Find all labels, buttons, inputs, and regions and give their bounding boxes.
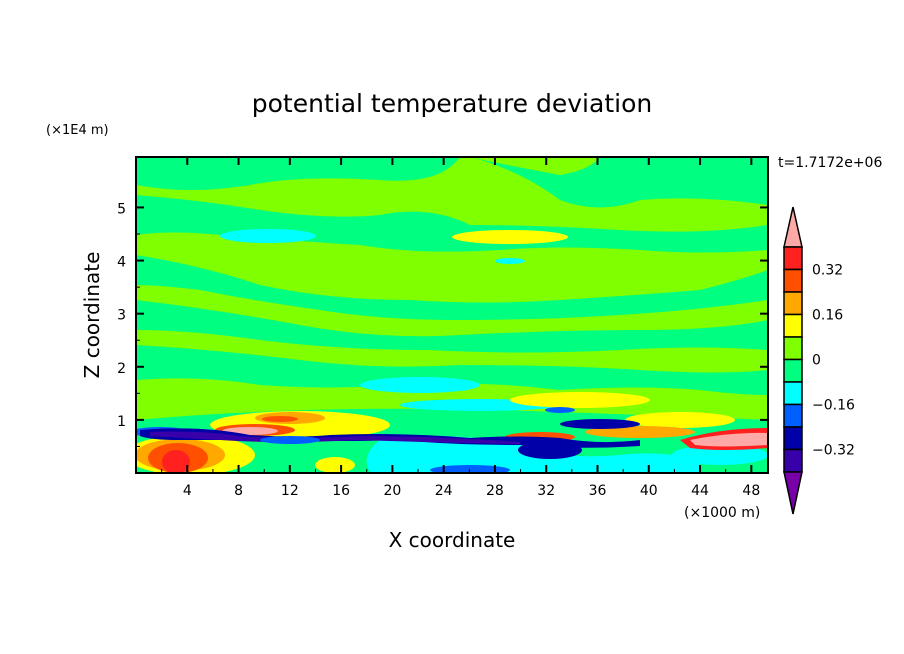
colorbar-over-triangle <box>783 206 803 248</box>
colorbar-box <box>783 426 803 451</box>
colorbar-box <box>783 381 803 406</box>
y-tick-label: 5 <box>117 201 126 217</box>
x-tick-label: 16 <box>332 483 350 499</box>
x-tick-label: 28 <box>486 483 504 499</box>
x-tick-label: 44 <box>691 483 709 499</box>
y-axis-label: Z coordinate <box>80 252 104 379</box>
x-axis-label: X coordinate <box>389 528 516 552</box>
x-tick-label: 12 <box>281 483 299 499</box>
x-tick-label: 24 <box>435 483 453 499</box>
colorbar-label: 0.32 <box>812 263 843 279</box>
contour-field <box>136 157 768 473</box>
colorbar-box <box>783 403 803 428</box>
chart-title: potential temperature deviation <box>252 89 652 118</box>
time-label: t=1.7172e+06 <box>778 155 882 171</box>
x-tick-label: 4 <box>183 483 192 499</box>
x-tick-label: 20 <box>383 483 401 499</box>
colorbar-box <box>783 448 803 473</box>
x-unit-label: (×1000 m) <box>684 505 760 521</box>
y-tick-label: 4 <box>117 255 126 271</box>
colorbar-box <box>783 336 803 361</box>
x-tick-label: 48 <box>742 483 760 499</box>
colorbar-box <box>783 358 803 383</box>
y-tick-label: 3 <box>117 308 126 324</box>
x-tick-label: 8 <box>234 483 243 499</box>
y-axis-ticks: 1 2 3 4 5 <box>117 201 768 447</box>
colorbar-label: −0.32 <box>812 443 855 459</box>
colorbar-box <box>783 291 803 316</box>
y-tick-label: 1 <box>117 414 126 430</box>
colorbar-under-triangle <box>783 471 803 515</box>
colorbar-box <box>783 313 803 338</box>
x-axis-ticks: 4 8 12 16 20 24 28 32 36 40 44 48 <box>161 157 760 499</box>
colorbar-label: 0.16 <box>812 308 843 324</box>
colorbar: 0.32 0.16 0 −0.16 −0.32 <box>783 206 855 515</box>
plot-frame <box>135 156 769 474</box>
x-tick-label: 40 <box>640 483 658 499</box>
colorbar-label: 0 <box>812 353 821 369</box>
colorbar-box <box>783 246 803 271</box>
y-unit-label: (×1E4 m) <box>46 123 109 138</box>
x-tick-label: 32 <box>537 483 555 499</box>
x-tick-label: 36 <box>589 483 607 499</box>
colorbar-box <box>783 268 803 293</box>
y-tick-label: 2 <box>117 361 126 377</box>
colorbar-label: −0.16 <box>812 398 855 414</box>
